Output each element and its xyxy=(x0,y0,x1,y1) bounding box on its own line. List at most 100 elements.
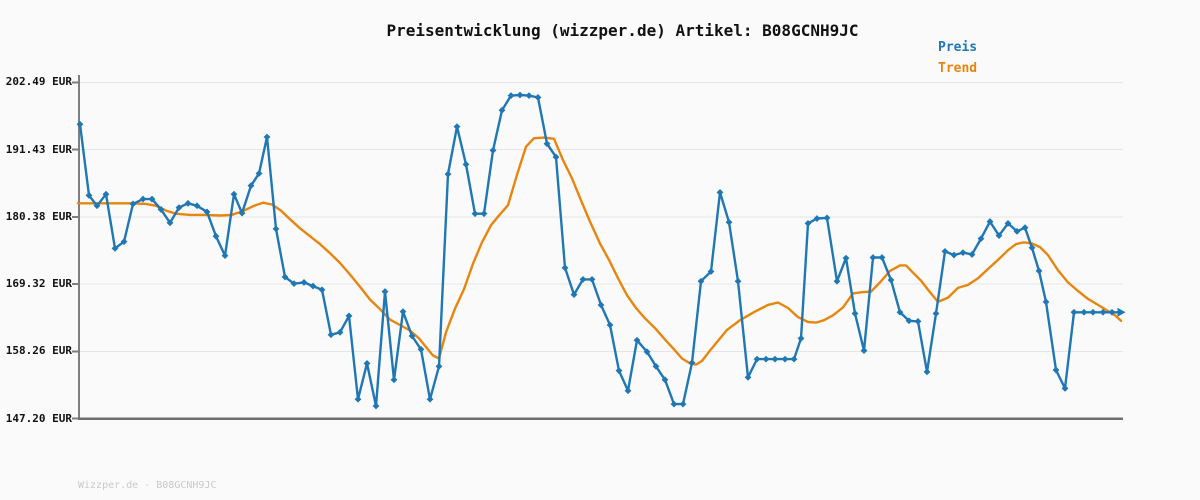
data-point-marker xyxy=(753,355,761,363)
data-point-marker xyxy=(480,210,488,218)
data-point-marker xyxy=(878,254,886,261)
data-point-marker xyxy=(707,268,715,275)
data-point-marker xyxy=(534,94,542,101)
data-point-marker xyxy=(734,277,742,285)
data-point-marker xyxy=(255,170,263,177)
data-point-marker xyxy=(290,280,298,288)
data-point-marker xyxy=(1042,298,1050,306)
data-point-marker xyxy=(624,387,632,395)
data-point-marker xyxy=(435,363,443,370)
data-point-marker xyxy=(552,153,560,161)
data-point-marker xyxy=(1080,308,1088,316)
data-point-marker xyxy=(444,170,452,178)
data-point-marker xyxy=(959,249,967,257)
data-point-marker xyxy=(606,321,614,329)
data-point-marker xyxy=(679,400,687,408)
data-point-marker xyxy=(869,254,877,261)
data-point-marker xyxy=(932,310,940,317)
watermark: Wizzper.de - B08GCNH9JC xyxy=(78,480,217,491)
data-point-marker xyxy=(263,133,271,141)
data-point-marker xyxy=(1004,220,1012,227)
data-point-marker xyxy=(561,264,569,272)
data-point-marker xyxy=(670,400,678,408)
data-point-marker xyxy=(345,312,353,320)
data-point-marker xyxy=(744,373,752,381)
data-point-marker xyxy=(797,335,805,342)
data-point-marker xyxy=(950,251,958,259)
data-point-marker xyxy=(615,367,623,375)
data-point-marker xyxy=(238,209,246,217)
data-point-marker xyxy=(813,215,821,222)
data-point-marker xyxy=(896,308,904,316)
data-point-marker xyxy=(230,190,238,198)
data-point-marker xyxy=(1021,224,1029,232)
data-point-marker xyxy=(76,120,84,128)
series-line-preis xyxy=(78,93,1123,408)
data-point-marker xyxy=(823,214,831,222)
data-point-marker xyxy=(570,291,578,299)
data-point-marker xyxy=(1089,308,1097,316)
data-point-marker xyxy=(543,140,551,148)
data-point-marker xyxy=(941,248,949,255)
data-point-marker xyxy=(725,218,733,226)
data-point-marker xyxy=(212,232,220,240)
chart-title: Preisentwicklung (wizzper.de) Artikel: B… xyxy=(386,21,859,40)
data-point-marker xyxy=(471,210,479,218)
data-point-marker xyxy=(697,277,705,285)
data-point-marker xyxy=(1061,384,1069,392)
data-point-marker xyxy=(166,219,174,227)
data-point-marker xyxy=(417,345,425,353)
data-point-marker xyxy=(887,276,895,284)
data-point-marker xyxy=(1035,267,1043,275)
data-point-marker xyxy=(516,91,524,99)
y-axis-label: 158.26 EUR xyxy=(5,344,72,358)
data-point-marker xyxy=(327,331,335,339)
data-point-marker xyxy=(643,348,651,356)
data-point-marker xyxy=(309,282,317,290)
data-point-marker xyxy=(860,347,868,354)
data-point-marker xyxy=(203,208,211,216)
data-point-marker xyxy=(1028,244,1036,252)
data-point-marker xyxy=(579,275,587,283)
data-point-marker xyxy=(148,195,156,203)
data-point-marker xyxy=(1108,308,1116,316)
data-point-marker xyxy=(336,328,344,336)
data-point-marker xyxy=(986,218,994,225)
data-point-marker xyxy=(390,376,398,384)
data-point-marker xyxy=(453,123,461,131)
data-point-marker xyxy=(977,235,985,243)
data-point-marker xyxy=(833,277,841,285)
data-point-marker xyxy=(184,199,192,207)
data-point-marker xyxy=(175,204,183,211)
data-point-marker xyxy=(1099,308,1107,316)
data-point-marker xyxy=(716,188,724,196)
data-point-marker xyxy=(85,192,93,199)
data-point-marker xyxy=(790,355,798,363)
data-point-marker xyxy=(372,402,380,410)
data-point-marker xyxy=(129,200,137,208)
data-point-marker xyxy=(1070,308,1078,316)
data-point-marker xyxy=(102,190,110,198)
data-point-marker xyxy=(399,308,407,316)
data-point-marker xyxy=(139,195,147,203)
data-point-marker xyxy=(851,310,859,317)
data-point-marker xyxy=(120,238,128,246)
data-point-marker xyxy=(157,206,165,213)
data-point-marker xyxy=(426,395,434,403)
data-point-marker xyxy=(968,251,976,258)
data-point-marker xyxy=(804,220,812,227)
data-point-marker xyxy=(111,244,119,252)
data-point-marker xyxy=(1052,366,1060,374)
data-point-marker xyxy=(93,202,101,210)
data-point-marker xyxy=(408,332,416,340)
data-point-marker xyxy=(923,368,931,376)
data-point-marker xyxy=(688,359,696,367)
y-axis-label: 202.49 EUR xyxy=(5,75,72,89)
data-point-marker xyxy=(247,182,255,190)
data-point-marker xyxy=(597,301,605,309)
data-point-marker xyxy=(1013,227,1021,235)
data-point-marker xyxy=(762,355,770,363)
data-point-marker xyxy=(525,92,533,100)
